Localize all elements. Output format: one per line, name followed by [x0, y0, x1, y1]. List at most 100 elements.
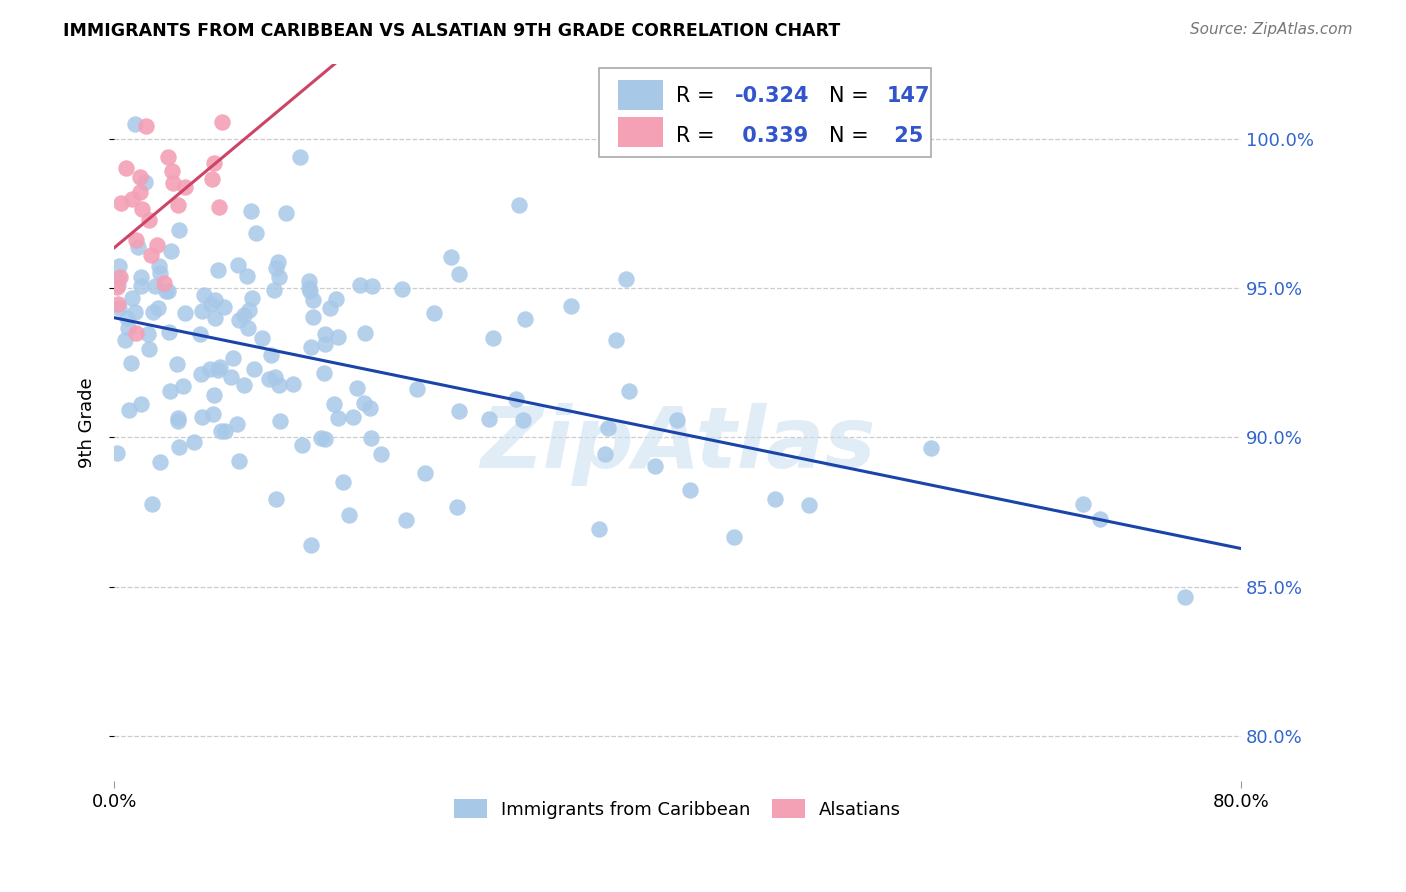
Point: [797, 499, 820, 513]
Point: [349, 277, 371, 292]
Point: [319, 301, 342, 315]
Point: [353, 396, 375, 410]
Point: [226, 259, 249, 273]
Text: -0.324: -0.324: [735, 86, 810, 106]
Point: [115, 310, 138, 325]
Point: [478, 412, 501, 426]
Point: [121, 192, 143, 206]
Point: [359, 401, 381, 416]
Point: [202, 388, 225, 402]
Point: [152, 276, 174, 290]
Point: [107, 278, 129, 293]
Point: [508, 197, 530, 211]
Point: [332, 475, 354, 489]
Point: [167, 411, 190, 425]
Text: 147: 147: [887, 86, 931, 106]
Point: [108, 301, 131, 315]
Point: [191, 304, 214, 318]
Point: [129, 278, 152, 293]
Point: [446, 500, 468, 515]
Point: [415, 466, 437, 480]
Point: [274, 206, 297, 220]
Point: [120, 356, 142, 370]
Point: [138, 327, 160, 342]
Point: [264, 260, 287, 275]
Point: [260, 348, 283, 362]
Point: [208, 359, 231, 374]
Point: [141, 248, 163, 262]
Point: [1071, 497, 1094, 511]
Bar: [617, 117, 662, 147]
Point: [228, 312, 250, 326]
Point: [447, 404, 470, 418]
Point: [314, 432, 336, 446]
Point: [302, 293, 325, 307]
Point: [920, 441, 942, 455]
Point: [325, 292, 347, 306]
Point: [291, 438, 314, 452]
Point: [211, 115, 233, 129]
Point: [207, 263, 229, 277]
Point: [423, 306, 446, 320]
Point: [596, 421, 619, 435]
Legend: Immigrants from Caribbean, Alsatians: Immigrants from Caribbean, Alsatians: [447, 792, 908, 826]
Point: [118, 403, 141, 417]
Point: [395, 513, 418, 527]
Point: [202, 156, 225, 170]
Point: [127, 239, 149, 253]
Point: [281, 377, 304, 392]
Point: [167, 440, 190, 454]
Point: [298, 284, 321, 298]
Point: [105, 446, 128, 460]
Point: [240, 292, 263, 306]
Point: [129, 397, 152, 411]
Point: [107, 297, 129, 311]
Text: R =: R =: [676, 86, 721, 106]
Point: [146, 237, 169, 252]
Point: [134, 175, 156, 189]
Point: [198, 361, 221, 376]
Point: [245, 227, 267, 241]
Bar: [617, 80, 662, 110]
Point: [222, 351, 245, 365]
Point: [370, 447, 392, 461]
Point: [322, 397, 344, 411]
Point: [219, 369, 242, 384]
Point: [328, 330, 350, 344]
Point: [449, 267, 471, 281]
Point: [360, 431, 382, 445]
Point: [232, 377, 254, 392]
Point: [513, 312, 536, 326]
Y-axis label: 9th Grade: 9th Grade: [79, 377, 96, 467]
Point: [121, 292, 143, 306]
Point: [228, 454, 250, 468]
Text: IMMIGRANTS FROM CARIBBEAN VS ALSATIAN 9TH GRADE CORRELATION CHART: IMMIGRANTS FROM CARIBBEAN VS ALSATIAN 9T…: [63, 22, 841, 40]
Point: [269, 414, 291, 428]
Point: [1174, 591, 1197, 605]
Point: [193, 287, 215, 301]
Point: [200, 297, 222, 311]
Point: [405, 382, 427, 396]
Point: [124, 305, 146, 319]
Point: [257, 372, 280, 386]
Point: [143, 278, 166, 293]
Point: [138, 212, 160, 227]
Point: [157, 150, 180, 164]
Point: [125, 233, 148, 247]
Text: N =: N =: [828, 126, 875, 145]
Point: [588, 522, 610, 536]
Point: [614, 272, 637, 286]
Point: [482, 331, 505, 345]
Point: [160, 163, 183, 178]
Point: [156, 284, 179, 298]
Point: [337, 508, 360, 522]
Point: [617, 384, 640, 398]
Point: [298, 281, 321, 295]
Point: [190, 410, 212, 425]
Point: [138, 342, 160, 356]
Point: [263, 283, 285, 297]
Point: [314, 367, 336, 381]
Point: [190, 367, 212, 381]
Point: [148, 260, 170, 274]
Point: [202, 408, 225, 422]
